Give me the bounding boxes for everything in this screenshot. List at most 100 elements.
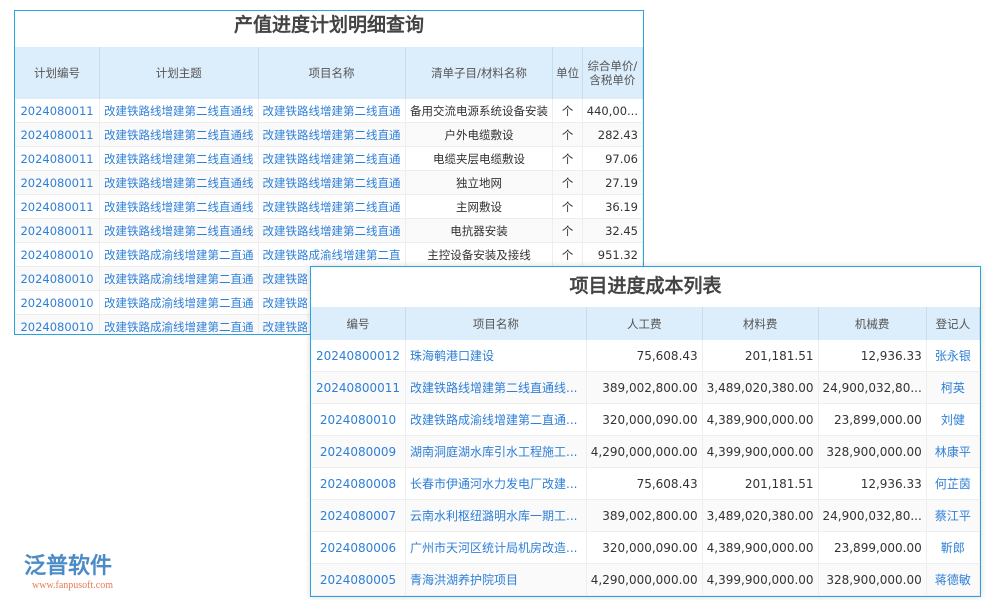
table-row[interactable]: 2024080005 青海洪湖养护院项目 4,290,000,000.00 4,399… (311, 563, 980, 596)
table-cell[interactable]: 改建铁路线增建第二线直通 (258, 170, 406, 195)
column-header[interactable]: 综合单价/含税单价 (582, 47, 643, 99)
table-cell[interactable]: 改建铁路成渝线增建第二直 (258, 242, 406, 267)
table-cell[interactable]: 2024080011 (15, 99, 101, 123)
table-cell[interactable]: 广州市天河区统计局机房改造... (405, 531, 587, 564)
table-cell[interactable]: 改建铁路线增建第二线直通 (258, 99, 406, 123)
watermark-url: www.fanpusoft.com (32, 580, 114, 591)
table-row[interactable]: 2024080010 改建铁路成渝线增建第二直通 改建铁路成渝线增建第二直 主控设备安… (15, 242, 643, 267)
table-row[interactable]: 2024080011 改建铁路线增建第二线直通线 改建铁路线增建第二线直通 电抗器安装… (15, 218, 643, 243)
column-header[interactable]: 机械费 (818, 307, 927, 340)
table-cell[interactable]: 蔡江平 (926, 499, 980, 532)
table-cell[interactable]: 湖南洞庭湖水库引水工程施工... (405, 435, 587, 468)
table-row[interactable]: 2024080007 云南水利枢纽潞明水库一期工... 389,002,800.00… (311, 499, 980, 532)
table-cell[interactable]: 珠海鹌港口建设 (405, 340, 587, 372)
table-cell[interactable]: 2024080011 (15, 146, 101, 171)
table-row[interactable]: 2024080011 改建铁路线增建第二线直通线 改建铁路线增建第二线直通 户外电缆敷… (15, 122, 643, 147)
table-cell[interactable]: 2024080009 (311, 435, 407, 468)
table-cell[interactable]: 改建铁路成渝线增建第二直通 (99, 314, 259, 334)
column-header[interactable]: 单位 (552, 47, 583, 99)
table-cell[interactable]: 改建铁路线增建第二线直通线 (99, 146, 259, 171)
table-cell[interactable]: 2024080011 (15, 122, 101, 147)
fanpu-logo-watermark: 泛普软件 www.fanpusoft.com (24, 548, 113, 591)
table-cell: 备用交流电源系统设备安装 (405, 99, 554, 123)
table-cell: 个 (552, 99, 583, 123)
table-cell[interactable]: 改建铁路成渝线增建第二直通 (99, 242, 259, 267)
table-cell[interactable]: 改建铁路线增建第二线直通 (258, 122, 406, 147)
table-cell: 24,900,032,80... (818, 371, 927, 404)
table-cell[interactable]: 张永银 (926, 340, 980, 372)
table-row[interactable]: 2024080011 改建铁路线增建第二线直通线 改建铁路线增建第二线直通 独立地网个… (15, 170, 643, 195)
column-header[interactable]: 项目名称 (258, 47, 406, 99)
table-cell[interactable]: 改建铁路线增建第二线直通 (258, 218, 406, 243)
table-cell[interactable]: 2024080011 (15, 170, 101, 195)
table-row[interactable]: 2024080010 改建铁路成渝线增建第二直通... 320,000,090.00… (311, 403, 980, 436)
table-cell[interactable]: 改建铁路成渝线增建第二直通... (405, 403, 587, 436)
table-row[interactable]: 2024080011 改建铁路线增建第二线直通线 改建铁路线增建第二线直通 主网敷设个… (15, 194, 643, 219)
table-cell[interactable]: 2024080011 (15, 218, 101, 243)
table-cell: 23,899,000.00 (818, 531, 927, 564)
table-cell[interactable]: 改建铁路成渝线增建第二直通 (99, 266, 259, 291)
table-cell[interactable]: 改建铁路成渝线增建第二直通 (99, 290, 259, 315)
table-cell[interactable]: 2024080007 (311, 499, 407, 532)
table-cell[interactable]: 蒋德敏 (926, 563, 980, 596)
table-row[interactable]: 2024080006 广州市天河区统计局机房改造... 320,000,090.00… (311, 531, 980, 564)
table-row[interactable]: 2024080011 改建铁路线增建第二线直通线 改建铁路线增建第二线直通 电缆夹层电… (15, 146, 643, 171)
cell-text: 改建铁路成渝线增建第二直 (262, 295, 307, 310)
table-row[interactable]: 20240800011 改建铁路线增建第二线直通线... 389,002,800.0… (311, 371, 980, 404)
table-cell[interactable]: 改建铁路线增建第二线直通线 (99, 170, 259, 195)
table-cell[interactable]: 改建铁路线增建第二线直通 (258, 146, 406, 171)
table-cell[interactable]: 改建铁路线增建第二线直通线 (99, 99, 259, 123)
table-cell: 328,900,000.00 (818, 563, 927, 596)
table-cell: 4,389,900,000.00 (702, 403, 819, 436)
table-cell: 320,000,090.00 (586, 531, 703, 564)
column-header[interactable]: 清单子目/材料名称 (405, 47, 554, 99)
table-cell: 电抗器安装 (405, 218, 554, 243)
column-header[interactable]: 计划主题 (99, 47, 259, 99)
table-cell: 3,489,020,380.00 (702, 371, 819, 404)
table-cell[interactable]: 何芷茵 (926, 467, 980, 500)
table-cell[interactable]: 2024080010 (15, 266, 101, 291)
column-header[interactable]: 登记人 (926, 307, 980, 340)
column-header[interactable]: 项目名称 (405, 307, 587, 340)
table-cell[interactable]: 2024080011 (15, 194, 101, 219)
table-cell: 440,00... (582, 99, 643, 123)
table-cell[interactable]: 改建铁路线增建第二线直通线 (99, 218, 259, 243)
cost-panel-title: 项目进度成本列表 (569, 275, 722, 297)
table-cell[interactable]: 改建铁路线增建第二线直通线 (99, 194, 259, 219)
table-row[interactable]: 2024080008 长春市伊通河水力发电厂改建... 75,608.43 201,1… (311, 467, 980, 500)
table-row[interactable]: 2024080011 改建铁路线增建第二线直通线 改建铁路线增建第二线直通 备用交流电… (15, 99, 643, 123)
table-cell[interactable]: 2024080010 (311, 403, 407, 436)
table-cell[interactable]: 2024080010 (15, 242, 101, 267)
table-cell[interactable]: 靳郎 (926, 531, 980, 564)
table-row[interactable]: 2024080009 湖南洞庭湖水库引水工程施工... 4,290,000,000.… (311, 435, 980, 468)
column-header[interactable]: 计划编号 (15, 47, 101, 99)
table-cell[interactable]: 刘健 (926, 403, 980, 436)
table-cell[interactable]: 2024080008 (311, 467, 407, 500)
table-cell[interactable]: 改建铁路线增建第二线直通 (258, 194, 406, 219)
table-cell: 4,399,900,000.00 (702, 435, 819, 468)
table-cell[interactable]: 改建铁路线增建第二线直通线... (405, 371, 587, 404)
table-cell[interactable]: 20240800012 (311, 340, 407, 372)
table-cell: 320,000,090.00 (586, 403, 703, 436)
table-cell[interactable]: 云南水利枢纽潞明水库一期工... (405, 499, 587, 532)
table-cell[interactable]: 20240800011 (311, 371, 407, 404)
cell-text: 改建铁路成渝线增建第二直 (262, 271, 307, 286)
column-header[interactable]: 材料费 (702, 307, 819, 340)
table-cell: 282.43 (582, 122, 643, 147)
table-cell: 4,389,900,000.00 (702, 531, 819, 564)
column-header[interactable]: 编号 (311, 307, 407, 340)
table-cell[interactable]: 长春市伊通河水力发电厂改建... (405, 467, 587, 500)
table-cell: 12,936.33 (818, 467, 927, 500)
table-row[interactable]: 20240800012 珠海鹌港口建设 75,608.43 201,181.51 12,… (311, 340, 980, 372)
table-cell[interactable]: 青海洪湖养护院项目 (405, 563, 587, 596)
column-header[interactable]: 人工费 (586, 307, 703, 340)
table-cell[interactable]: 2024080006 (311, 531, 407, 564)
table-cell[interactable]: 改建铁路线增建第二线直通线 (99, 122, 259, 147)
table-cell[interactable]: 2024080010 (15, 290, 101, 315)
table-cell[interactable]: 2024080010 (15, 314, 101, 334)
table-cell[interactable]: 2024080005 (311, 563, 407, 596)
table-cell: 12,936.33 (818, 340, 927, 372)
table-cell[interactable]: 柯英 (926, 371, 980, 404)
table-cell: 75,608.43 (586, 467, 703, 500)
table-cell[interactable]: 林康平 (926, 435, 980, 468)
